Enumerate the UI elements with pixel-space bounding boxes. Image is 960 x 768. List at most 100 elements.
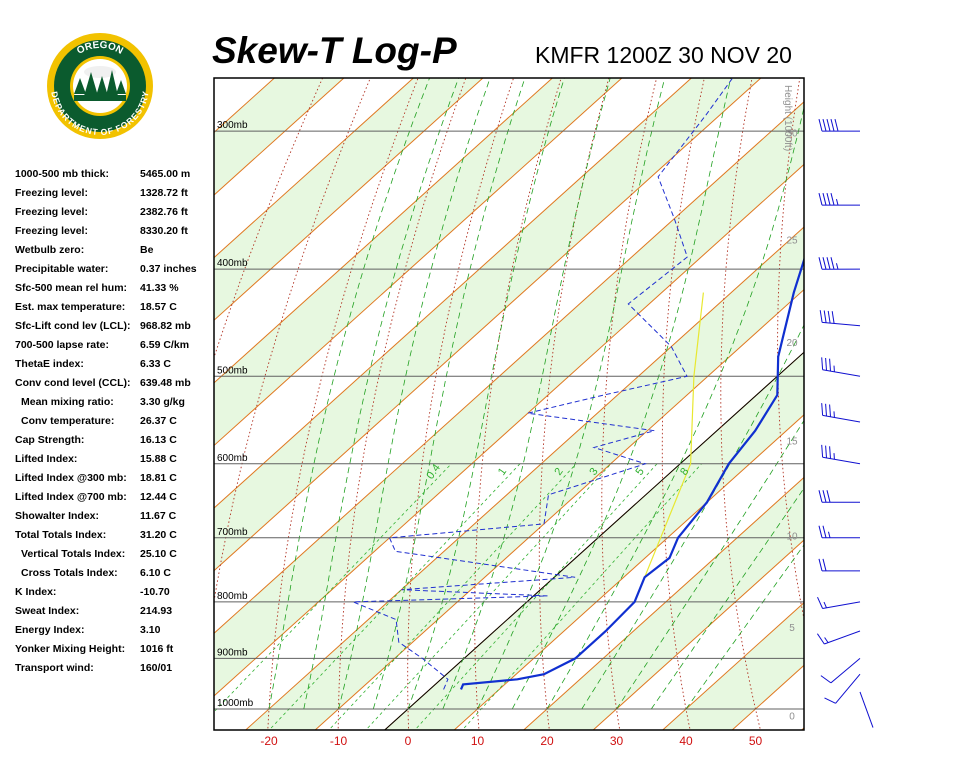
moist-adiabat-line	[372, 78, 526, 710]
moist-adiabat-line	[303, 78, 460, 710]
wind-barb-staff	[822, 369, 861, 377]
stat-value: 16.13 C	[140, 434, 177, 446]
wind-barb	[820, 658, 861, 684]
stat-label: ThetaE index:	[15, 358, 84, 370]
mixing-ratio-label: 8	[678, 466, 691, 478]
moist-adiabat-line	[407, 78, 565, 710]
svg-text:OREGON: OREGON	[75, 40, 125, 57]
stat-value: 5465.00 m	[140, 168, 191, 180]
wind-barb-feather	[824, 697, 836, 704]
stat-value: 214.93	[140, 605, 173, 617]
stat-value: 0.37 inches	[140, 263, 197, 275]
pressure-label: 800mb	[217, 591, 248, 602]
wind-barb	[818, 118, 861, 132]
height-tick-label: 15	[786, 437, 798, 448]
wind-barb	[818, 558, 861, 572]
wind-barb-half-feather	[824, 637, 829, 643]
wind-barb-feather	[830, 118, 835, 132]
temperature-tick-label: 40	[679, 734, 693, 748]
stat-label: Est. max temperature:	[15, 301, 126, 313]
isotherm-line	[214, 78, 692, 509]
pressure-label: 600mb	[217, 453, 248, 464]
wind-barb-feather	[817, 596, 824, 609]
temperature-tick-label: 50	[749, 734, 763, 748]
dry-adiabat-line	[886, 0, 960, 732]
isotherm-line	[214, 101, 804, 634]
temperature-tick-label: -10	[330, 734, 348, 748]
stat-label: K Index:	[15, 586, 57, 598]
moist-adiabat-line	[511, 78, 732, 710]
wind-barb-feather	[825, 403, 827, 417]
wind-barb-feather	[816, 633, 825, 645]
wind-barb-feather	[826, 257, 831, 270]
wind-barb-staff	[822, 321, 861, 327]
wind-barb-feather	[818, 118, 823, 132]
wind-barb-feather	[822, 118, 827, 132]
wind-barb-feather	[825, 445, 827, 458]
mixing-ratio-label: 5	[634, 466, 647, 478]
stat-value: 1016 ft	[140, 643, 174, 655]
height-tick-label: 30	[786, 129, 798, 140]
isotherm-line	[453, 414, 804, 730]
isotherm-band	[214, 101, 804, 696]
stat-value: 26.37 C	[140, 415, 177, 427]
stat-value: 2382.76 ft	[140, 206, 188, 218]
chart-title: Skew-T Log-P	[212, 30, 457, 71]
wind-barb-feather	[822, 558, 827, 572]
wind-barb	[821, 357, 861, 377]
stat-value: -10.70	[140, 586, 170, 598]
isotherm-line	[0, 78, 205, 730]
mixing-ratio-label: 3	[587, 466, 600, 478]
wind-barb-feather	[818, 490, 823, 503]
wind-barb-feather	[829, 446, 831, 459]
wind-barb-feather	[831, 311, 835, 324]
isotherm-line	[314, 288, 804, 730]
height-tick-label: 20	[786, 338, 798, 349]
wind-barb-staff	[830, 658, 861, 684]
wind-barb	[818, 257, 861, 270]
wind-barb	[821, 403, 861, 423]
stat-label: Vertical Totals Index:	[21, 548, 126, 560]
isotherm-line	[523, 476, 804, 730]
dry-adiabat-line	[833, 0, 960, 732]
stat-label: Showalter Index:	[15, 510, 100, 522]
isotherm-line	[214, 78, 484, 321]
station-time-label: KMFR 1200Z 30 NOV 20	[535, 42, 792, 68]
moist-adiabat-line	[338, 78, 491, 710]
stat-label: Freezing level:	[15, 187, 88, 199]
wind-barb-feather	[818, 558, 823, 572]
pressure-label: 500mb	[217, 365, 248, 376]
wind-barb-staff	[822, 601, 861, 609]
wind-barb-feather	[821, 403, 824, 416]
wind-barb-staff	[822, 456, 861, 465]
stat-label: Conv temperature:	[21, 415, 115, 427]
mixing-ratio-label: 1	[496, 466, 509, 478]
height-tick-label: 25	[786, 235, 798, 246]
wind-barb-feather	[821, 357, 824, 370]
stat-label: Yonker Mixing Height:	[15, 643, 126, 655]
wind-barb	[818, 525, 861, 539]
moist-adiabat-line	[268, 78, 431, 710]
isotherm-line	[214, 163, 804, 697]
stat-value: 15.88 C	[140, 453, 177, 465]
wind-barb-feather	[830, 192, 835, 206]
wind-barb	[816, 630, 861, 645]
wind-barb-feather	[822, 490, 827, 503]
pressure-label: 300mb	[217, 120, 248, 131]
stat-label: Lifted Index @700 mb:	[15, 491, 127, 503]
temperature-tick-label: 10	[471, 734, 485, 748]
logo-top-text: OREGON	[75, 40, 125, 57]
wind-barb-feather	[829, 404, 831, 417]
isotherm-line	[592, 539, 804, 730]
wind-barb-staff	[824, 630, 861, 645]
isotherm-line	[214, 78, 553, 384]
height-tick-label: 0	[789, 711, 795, 722]
parcel-trace	[644, 292, 704, 578]
mixing-ratio-line	[328, 463, 577, 730]
stat-label: Freezing level:	[15, 225, 88, 237]
stat-value: 41.33 %	[140, 282, 179, 294]
stat-value: 6.59 C/km	[140, 339, 190, 351]
temperature-trace	[459, 256, 804, 690]
wind-barb-half-feather	[836, 198, 839, 206]
wind-barb-staff	[822, 414, 861, 423]
